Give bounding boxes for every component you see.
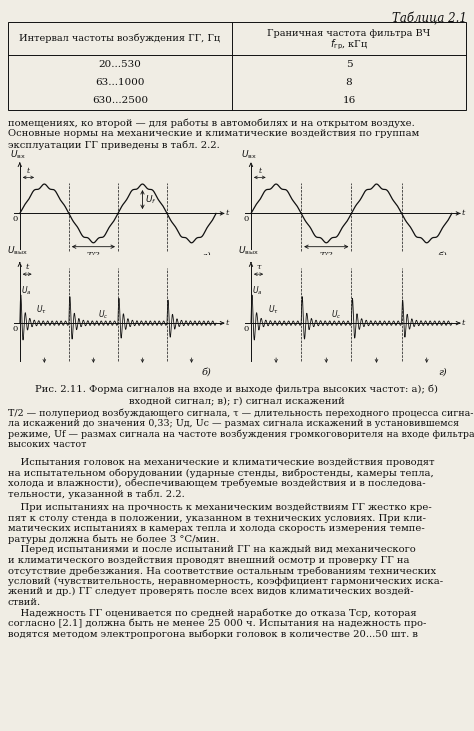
Text: Перед испытаниями и после испытаний ГГ на каждый вид механического: Перед испытаниями и после испытаний ГГ н… [8, 545, 416, 554]
Text: 630...2500: 630...2500 [92, 96, 148, 105]
Text: t: t [461, 319, 465, 327]
Text: 0: 0 [244, 215, 249, 223]
Text: $U_a$: $U_a$ [20, 285, 31, 298]
Text: г): г) [438, 368, 447, 377]
Text: t: t [461, 209, 465, 217]
Text: Надежность ГГ оценивается по средней наработке до отказа Tср, которая: Надежность ГГ оценивается по средней нар… [8, 608, 417, 618]
Text: 5: 5 [346, 60, 352, 69]
Text: $U_a$: $U_a$ [252, 285, 262, 298]
Text: входной сигнал; в); г) сигнал искажений: входной сигнал; в); г) сигнал искажений [129, 396, 345, 406]
Text: Испытания головок на механические и климатические воздействия проводят: Испытания головок на механические и клим… [8, 458, 435, 467]
Text: Основные нормы на механические и климатические воздействия по группам: Основные нормы на механические и климати… [8, 129, 419, 138]
Text: $U_{\rm вх}$: $U_{\rm вх}$ [241, 148, 256, 161]
Text: эксплуатации ГГ приведены в табл. 2.2.: эксплуатации ГГ приведены в табл. 2.2. [8, 141, 220, 151]
Text: t: t [27, 167, 30, 175]
Text: 8: 8 [346, 78, 352, 87]
Text: Рис. 2.11. Форма сигналов на входе и выходе фильтра высоких частот: а); б): Рис. 2.11. Форма сигналов на входе и вых… [36, 385, 438, 395]
Text: отсутствие дребезжания. На соответствие остальным требованиям технических: отсутствие дребезжания. На соответствие … [8, 566, 436, 575]
Text: 20...530: 20...530 [99, 60, 141, 69]
Text: б): б) [438, 251, 447, 261]
Text: При испытаниях на прочность к механическим воздействиям ГГ жестко кре-: При испытаниях на прочность к механическ… [8, 503, 432, 512]
Text: на испытательном оборудовании (ударные стенды, вибростенды, камеры тепла,: на испытательном оборудовании (ударные с… [8, 469, 434, 478]
Text: водятся методом электропрогона выборки головок в количестве 20...50 шт. в: водятся методом электропрогона выборки г… [8, 629, 418, 639]
Text: Граничная частота фильтра ВЧ: Граничная частота фильтра ВЧ [267, 29, 430, 38]
Text: ратуры должна быть не более 3 °С/мин.: ратуры должна быть не более 3 °С/мин. [8, 534, 219, 544]
Text: $U_{\rm вых}$: $U_{\rm вых}$ [238, 245, 259, 257]
Text: а): а) [202, 251, 211, 261]
Text: $U_c$: $U_c$ [98, 308, 109, 321]
Text: $U_τ$: $U_τ$ [36, 303, 47, 316]
Text: τ: τ [256, 262, 261, 270]
Text: помещениях, ко второй — для работы в автомобилях и на открытом воздухе.: помещениях, ко второй — для работы в авт… [8, 118, 415, 127]
Text: б): б) [201, 368, 211, 377]
Text: $U_τ$: $U_τ$ [268, 303, 279, 316]
Text: жений и др.) ГГ следует проверять после всех видов климатических воздей-: жений и др.) ГГ следует проверять после … [8, 587, 414, 596]
Text: $f_{\rm гр}$, кГц: $f_{\rm гр}$, кГц [330, 37, 368, 52]
Text: условий (чувствительность, неравномерность, коэффициент гармонических иска-: условий (чувствительность, неравномернос… [8, 577, 443, 586]
Text: высоких частот: высоких частот [8, 439, 86, 449]
Text: 0: 0 [12, 325, 18, 333]
Text: T/2: T/2 [319, 251, 333, 259]
Text: $U_c$: $U_c$ [331, 308, 342, 321]
Text: матических испытаниях в камерах тепла и холода скорость измерения темпе-: матических испытаниях в камерах тепла и … [8, 524, 425, 533]
Text: ствий.: ствий. [8, 598, 41, 607]
Text: согласно [2.1] должна быть не менее 25 000 ч. Испытания на надежность про-: согласно [2.1] должна быть не менее 25 0… [8, 618, 427, 628]
Text: t: t [226, 209, 229, 217]
Text: 63...1000: 63...1000 [95, 78, 145, 87]
Text: тельности, указанной в табл. 2.2.: тельности, указанной в табл. 2.2. [8, 490, 185, 499]
Text: 16: 16 [342, 96, 356, 105]
Text: ла искажений до значения 0,33; Uд, Uс — размах сигнала искажений в установившемс: ла искажений до значения 0,33; Uд, Uс — … [8, 419, 459, 428]
Text: 0: 0 [12, 215, 18, 223]
Text: t: t [258, 167, 261, 175]
Text: Т/2 — полупериод возбуждающего сигнала, τ — длительность переходного процесса си: Т/2 — полупериод возбуждающего сигнала, … [8, 409, 474, 419]
Text: и климатического воздействия проводят внешний осмотр и проверку ГГ на: и климатического воздействия проводят вн… [8, 556, 410, 564]
Text: холода и влажности), обеспечивающем требуемые воздействия и в последова-: холода и влажности), обеспечивающем треб… [8, 479, 426, 488]
Text: $U_f$: $U_f$ [145, 193, 156, 206]
Text: Таблица 2.1: Таблица 2.1 [392, 12, 467, 25]
Text: 0: 0 [244, 325, 249, 333]
Text: $U_{\rm вых}$: $U_{\rm вых}$ [7, 245, 28, 257]
Text: Интервал частоты возбуждения ГГ, Гц: Интервал частоты возбуждения ГГ, Гц [19, 34, 220, 43]
Text: t: t [26, 262, 29, 270]
Bar [8, 22, 466, 110]
Text: пят к столу стенда в положении, указанном в технических условиях. При кли-: пят к столу стенда в положении, указанно… [8, 514, 426, 523]
Text: режиме, Uf — размах сигнала на частоте возбуждения громкоговорителя на входе фил: режиме, Uf — размах сигнала на частоте в… [8, 429, 474, 439]
Text: $U_{\rm вх}$: $U_{\rm вх}$ [9, 148, 26, 161]
Text: t: t [226, 319, 229, 327]
Text: T/2: T/2 [86, 251, 100, 259]
